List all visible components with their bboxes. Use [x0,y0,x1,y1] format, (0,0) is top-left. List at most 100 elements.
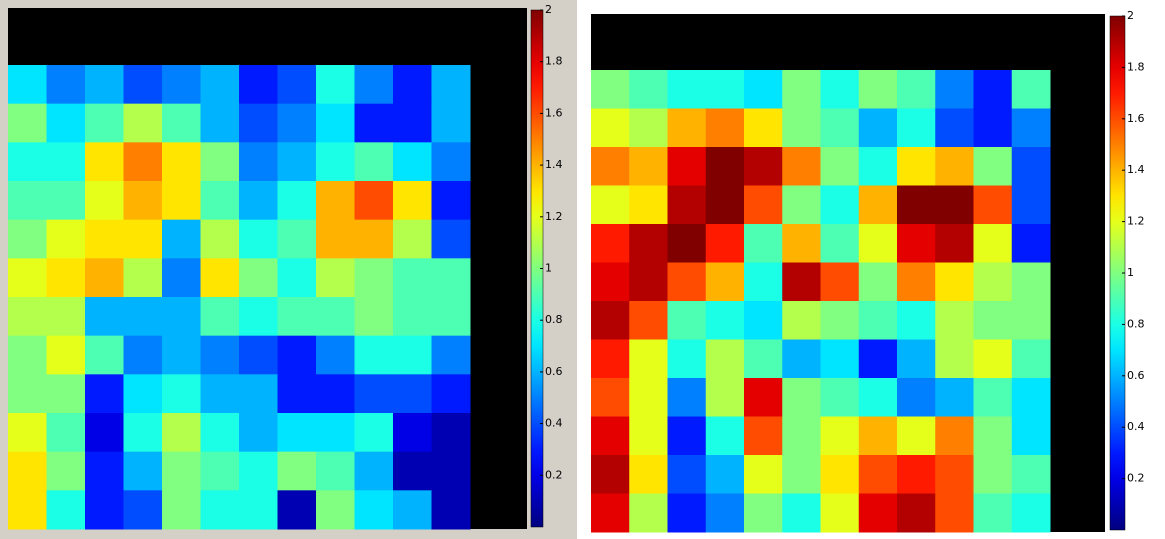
heatmap-cell [1011,70,1051,109]
heatmap-cell [85,451,124,491]
heatmap-cell [239,258,278,298]
heatmap-cell [705,224,745,263]
heatmap-cell [277,451,317,491]
heatmap-cell [973,455,1013,494]
heatmap-cell [667,378,707,417]
heatmap-cell [393,335,432,375]
heatmap-cell [316,374,355,414]
heatmap-cell [820,416,860,456]
heatmap-cell [354,413,394,453]
heatmap-cell [277,181,317,221]
heatmap-cell [123,258,163,298]
heatmap-cell [123,297,163,337]
heatmap-cell [897,185,936,225]
heatmap-cell [8,258,47,298]
colorbar-tick-label: 0.4 [545,417,563,430]
heatmap-cell [782,70,821,109]
heatmap-cell [277,413,317,453]
heatmap-cell [123,451,163,491]
heatmap-cell [897,108,936,148]
heatmap-cell [8,374,47,414]
heatmap-cell [8,65,47,105]
heatmap-cell [393,413,432,453]
heatmap-cell [629,224,668,263]
heatmap-cell [667,185,707,225]
heatmap-cell [897,378,936,417]
heatmap-cell [200,413,240,453]
heatmap-cell [8,490,47,530]
heatmap-cell [897,224,936,263]
heatmap-cell [354,142,394,182]
heatmap-cell [200,297,240,337]
heatmap-cell [393,297,432,337]
heatmap-cell [591,301,630,340]
heatmap-cell [705,455,745,494]
heatmap-cell [8,181,47,221]
heatmap-cell [782,493,821,533]
heatmap-cell [858,301,898,340]
heatmap-cell [277,65,317,105]
heatmap-cell [629,108,668,148]
heatmap-cell [705,147,745,186]
heatmap-cell [591,147,630,186]
heatmap-cell [393,65,432,105]
heatmap-cell [123,103,163,143]
heatmap-cell [782,108,821,148]
heatmap-cell [935,70,974,109]
heatmap-cell [858,70,898,109]
heatmap-cell [239,451,278,491]
heatmap-cell [239,219,278,259]
heatmap-cell [667,455,707,494]
heatmap-cell [705,185,745,225]
heatmap-cell [591,416,630,456]
heatmap-cell [973,416,1013,456]
heatmap-cell [820,185,860,225]
heatmap-cell [162,451,201,491]
heatmap-cell [858,493,898,533]
heatmap-cell [591,185,630,225]
heatmap-cell [935,224,974,263]
heatmap-cell [897,262,936,302]
heatmap-cell [667,70,707,109]
heatmap-cell [629,455,668,494]
heatmap-cell [1011,185,1051,225]
heatmap-cell [46,335,86,375]
heatmap-cell [239,413,278,453]
heatmap-cell [744,108,783,148]
heatmap-cell [354,374,394,414]
heatmap-cell [820,339,860,379]
heatmap-cell [705,70,745,109]
heatmap-cell [973,185,1013,225]
heatmap-cell [200,258,240,298]
heatmap-cell [935,455,974,494]
heatmap-cell [316,103,355,143]
heatmap-cell [705,416,745,456]
heatmap-cell [239,297,278,337]
heatmap-cell [973,108,1013,148]
colorbar-tick-label: 1.4 [1127,163,1145,176]
heatmap-cell [85,65,124,105]
heatmap-cell [85,142,124,182]
heatmap-cell [393,451,432,491]
heatmap-cell [316,297,355,337]
heatmap-cell [591,224,630,263]
colorbar-tick-label: 1.8 [1127,60,1145,73]
heatmap-cell [667,493,707,533]
heatmap-cell [46,258,86,298]
colorbar-tick-label: 0.4 [1127,420,1145,433]
heatmap-cell [46,219,86,259]
heatmap-cell [46,413,86,453]
colorbar-tick-label: 1.6 [545,106,563,119]
heatmap-cell [393,490,432,530]
heatmap-cell [744,416,783,456]
heatmap-cell [354,181,394,221]
heatmap-cell [316,181,355,221]
heatmap-cell [591,455,630,494]
heatmap-cell [316,335,355,375]
colorbar-tick-label: 1.4 [545,158,563,171]
heatmap-cell [46,451,86,491]
heatmap-cell [744,493,783,533]
heatmap-cell [239,335,278,375]
heatmap-cell [239,374,278,414]
heatmap-cell [162,219,201,259]
